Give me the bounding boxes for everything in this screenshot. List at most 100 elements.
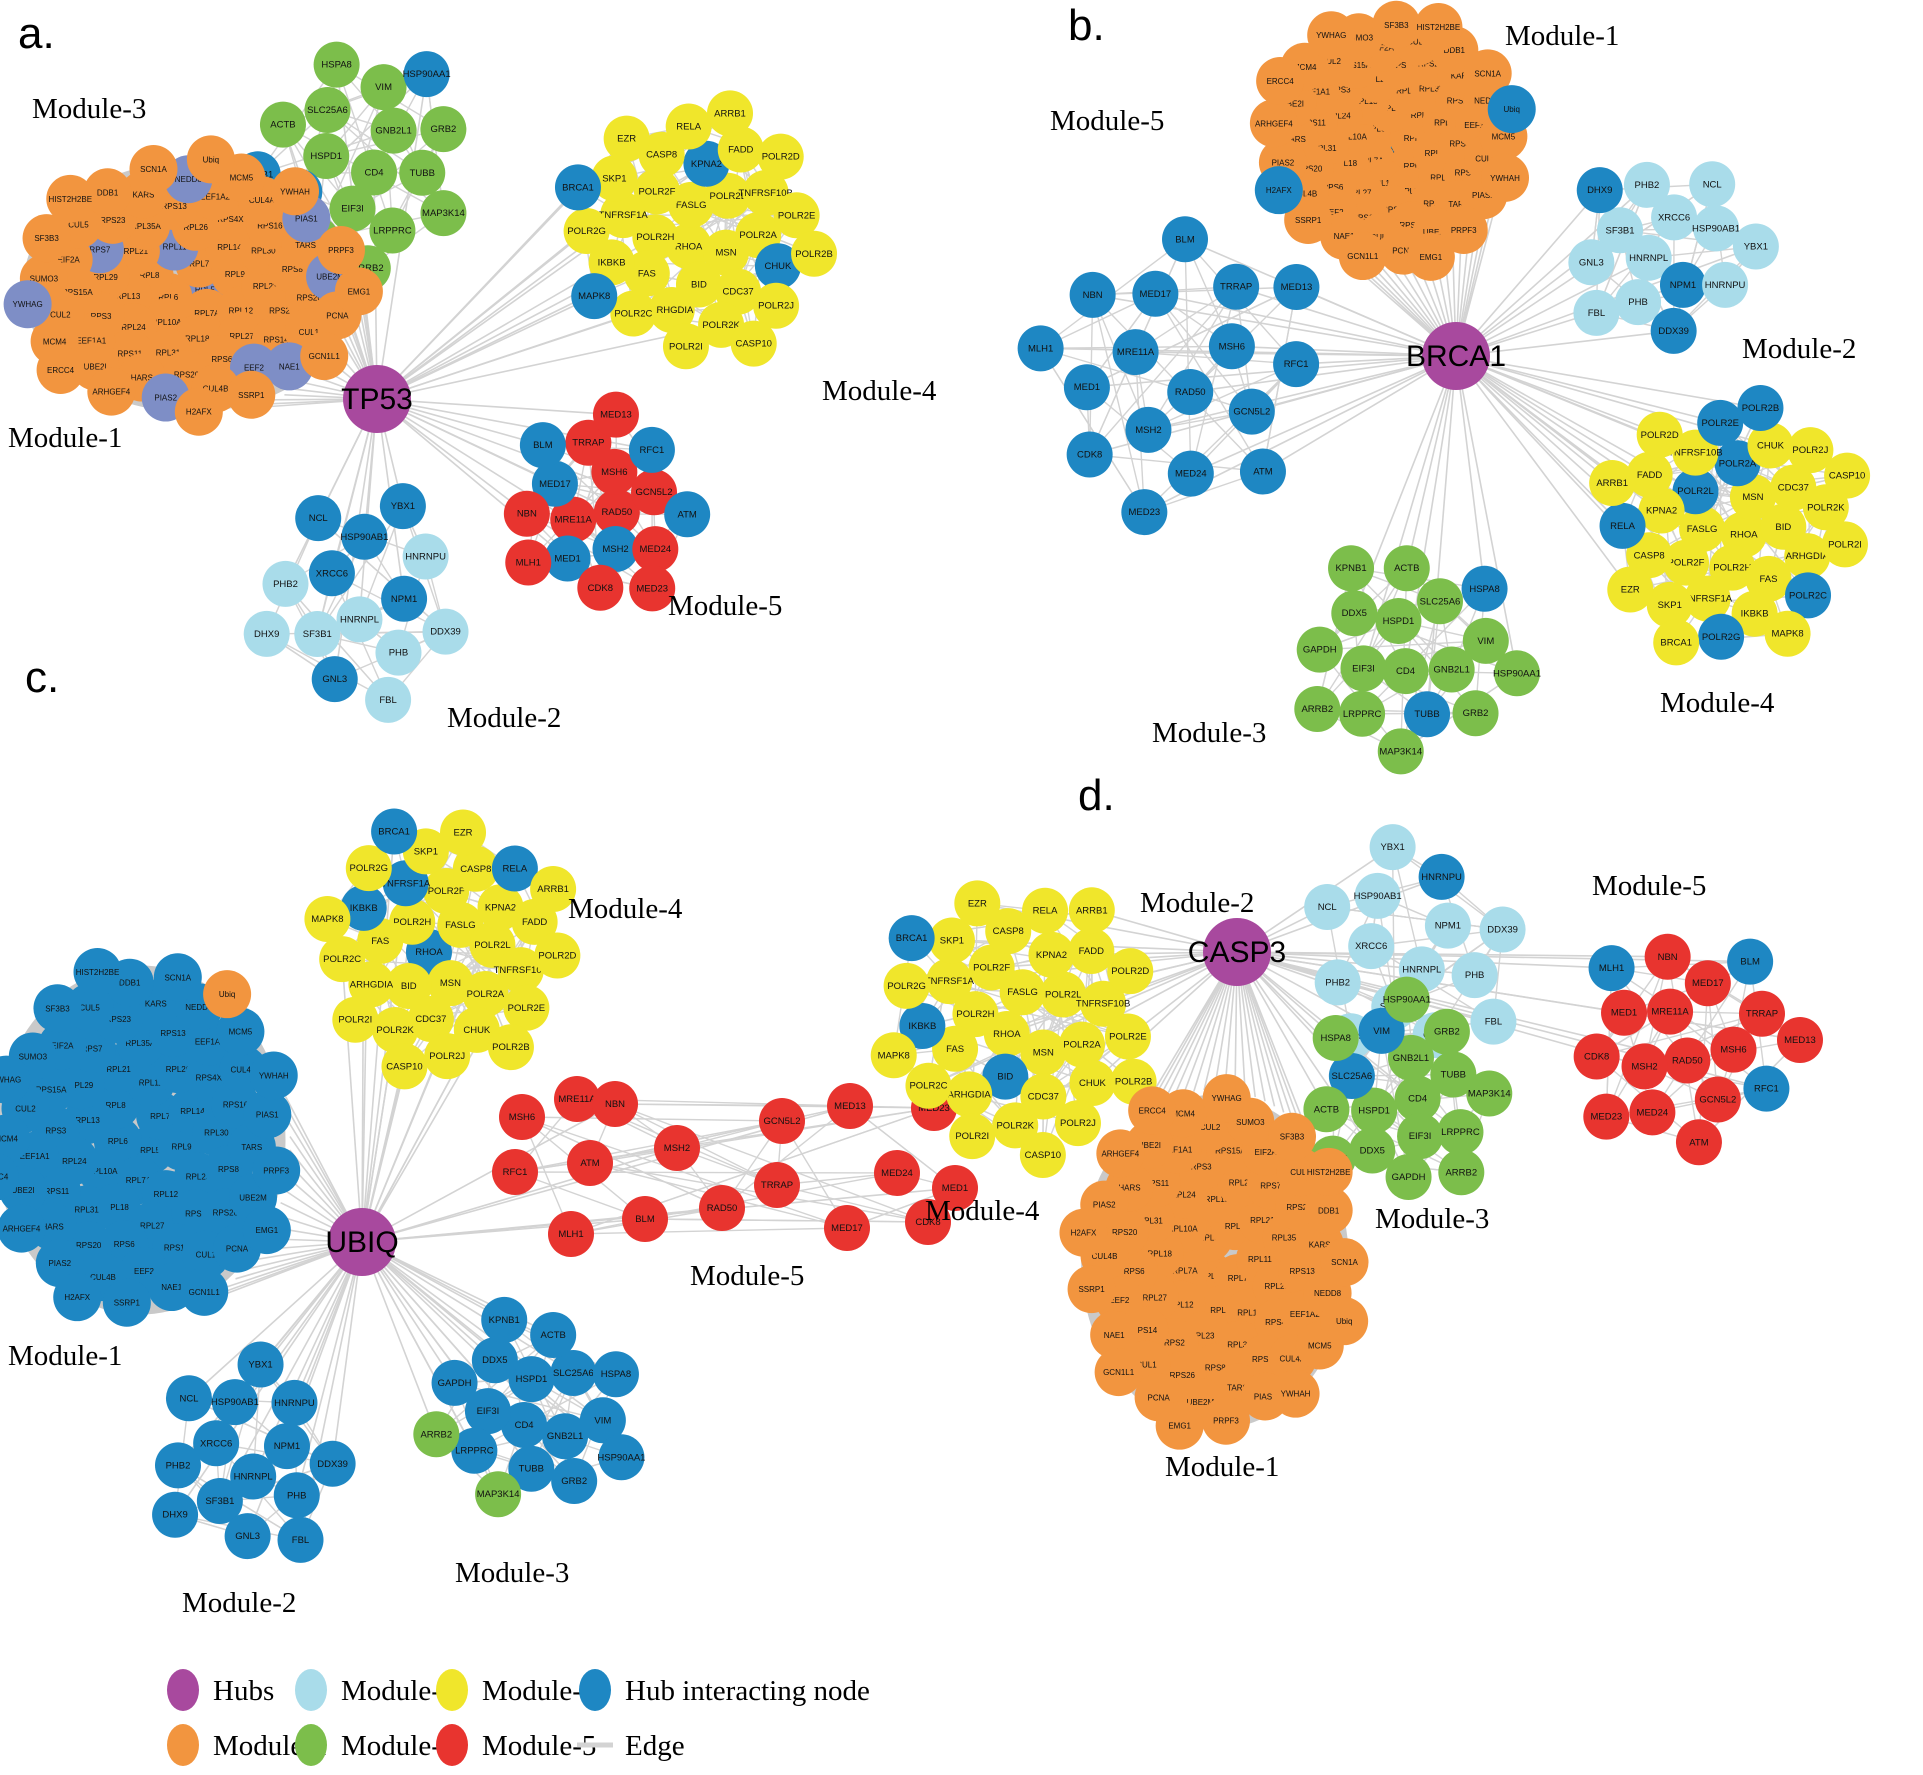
gene-node-hnrnpu [271, 1379, 318, 1426]
gene-node-label: MAP3K14 [1379, 746, 1422, 757]
edge [376, 186, 579, 400]
module-label-module-4: Module-4 [568, 893, 683, 925]
gene-node-label: RPL14 [1425, 149, 1450, 158]
gene-node-med1 [932, 1165, 978, 1211]
gene-node-label: RPL10A [88, 1167, 118, 1176]
gene-node-label: RPS13 [160, 1029, 186, 1038]
gene-node-label: RPS11 [1144, 1179, 1169, 1188]
gene-node-label: CASP8 [460, 864, 491, 875]
gene-node-nbn [1069, 271, 1116, 318]
gene-node-label: PHB2 [1635, 180, 1660, 191]
gene-node-label: GAPDH [1303, 645, 1337, 656]
gene-node-label: NPM1 [1670, 280, 1696, 291]
gene-node-label: RPS6 [114, 1240, 135, 1249]
gene-node-label: EEF2 [244, 364, 265, 373]
gene-node-label: RPL13 [1353, 97, 1378, 106]
gene-node-label: ERCC4 [0, 1173, 9, 1182]
gene-node-label: RPL7 [150, 1112, 171, 1121]
gene-node-h2afx [1254, 166, 1303, 215]
gene-node-label: RPS26 [296, 294, 322, 303]
gene-node-label: GCN5L2 [636, 487, 673, 498]
gene-node-ercc4 [1128, 1086, 1177, 1135]
gene-node-msh2 [592, 526, 639, 573]
gene-node-label: RPL29 [1229, 1179, 1254, 1188]
gene-node-label: RPL27 [140, 1222, 165, 1231]
gene-node-gnb2l1 [1428, 646, 1475, 693]
gene-node-label: TNFRSF1A [599, 210, 649, 221]
gene-node-label: RPS20 [1112, 1228, 1138, 1237]
gene-node-label: IKBKB [350, 903, 378, 914]
gene-node-label: POLR2E [778, 210, 816, 221]
gene-node-label: ARHGDIA [1786, 551, 1830, 562]
gene-node-label: RPL8 [1225, 1222, 1246, 1231]
edge [928, 951, 1238, 1087]
gene-node-label: SLC25A6 [553, 1368, 594, 1379]
gene-node-label: HNRNPU [1421, 872, 1462, 883]
gene-node-sf3b3 [1268, 1112, 1317, 1161]
gene-node-trrap [565, 419, 612, 466]
edge [1190, 355, 1457, 393]
gene-node-label: DDX5 [1342, 608, 1367, 619]
gene-node-label: RAD50 [707, 1203, 738, 1214]
gene-node-label: GRB2 [561, 1476, 587, 1487]
gene-node-label: HNRNPL [340, 614, 379, 625]
gene-node-label: MSH6 [1219, 341, 1245, 352]
gene-node-vim [360, 64, 407, 111]
gene-node-polr2c [1785, 572, 1832, 619]
gene-node-label: GNB2L1 [1433, 665, 1469, 676]
gene-node-hnrnpl [336, 596, 383, 643]
gene-node-label: PHB2 [273, 579, 298, 590]
gene-node-label: UBE2I [1281, 99, 1304, 108]
gene-node-label: SLC25A6 [307, 105, 348, 116]
gene-node-label: FAS [638, 269, 656, 280]
gene-node-faslg [999, 969, 1046, 1016]
gene-node-ybx1 [1369, 824, 1416, 871]
gene-node-label: ERCC4 [1139, 1106, 1167, 1115]
gene-node-label: KARS [145, 1000, 167, 1009]
gene-node-label: RPL11 [139, 1079, 163, 1088]
gene-node-label: YBX1 [1380, 842, 1404, 853]
gene-node-npm1 [1659, 261, 1706, 308]
gene-node-label: MLH1 [1028, 343, 1053, 354]
gene-node-ywhag [1307, 11, 1356, 60]
gene-node-label: SKP1 [414, 846, 438, 857]
gene-node-bid [982, 1053, 1029, 1100]
edge [1184, 239, 1192, 474]
gene-node-gcn5l2 [631, 469, 678, 516]
gene-node-dhx9 [1576, 167, 1623, 214]
gene-node-ddx5 [1349, 1127, 1396, 1174]
gene-node-rfc1 [1273, 341, 1320, 388]
gene-node-label: EEF1A1 [1300, 87, 1330, 96]
edge [1316, 567, 1408, 710]
gene-node-arhgef4 [0, 1204, 46, 1253]
gene-node-label: PIAS1 [256, 1110, 279, 1119]
module-label-module-3: Module-3 [455, 1557, 569, 1589]
gene-node-ubiq [1320, 1297, 1369, 1346]
gene-node-label: RPL21 [124, 247, 149, 256]
gene-node-ddx5 [1331, 590, 1378, 637]
gene-node-cdk8 [905, 1199, 951, 1245]
gene-node-label: SSRP1 [238, 391, 265, 400]
gene-node-label: TUBB [1441, 1070, 1466, 1081]
gene-node-med1 [1063, 364, 1110, 411]
gene-node-label: RPS20 [76, 1241, 102, 1250]
gene-node-arrb1 [1068, 887, 1115, 934]
gene-node-ddx39 [422, 608, 469, 655]
gene-node-label: RPS20 [174, 370, 200, 379]
gene-node-label: NCL [309, 513, 328, 524]
gene-node-label: PCNA [1148, 1393, 1171, 1402]
gene-node-label: FAS [946, 1044, 964, 1055]
gene-node-label: BID [1775, 522, 1791, 533]
edge [721, 1105, 851, 1209]
gene-node-label: RPS3 [1191, 1162, 1212, 1171]
gene-node-label: RPL12 [229, 306, 254, 315]
gene-node-label: MRE11A [558, 1094, 596, 1105]
gene-node-label: VIM [375, 82, 392, 93]
gene-node-hspa8 [1312, 1015, 1359, 1062]
gene-node-ywhah [249, 1051, 298, 1100]
gene-node-label: EEF2 [1324, 208, 1345, 217]
gene-node-atm [664, 491, 711, 538]
gene-node-med24 [1167, 450, 1214, 497]
gene-node-label: DDX39 [1658, 326, 1689, 337]
gene-node-label: RPL5 [140, 1146, 161, 1155]
